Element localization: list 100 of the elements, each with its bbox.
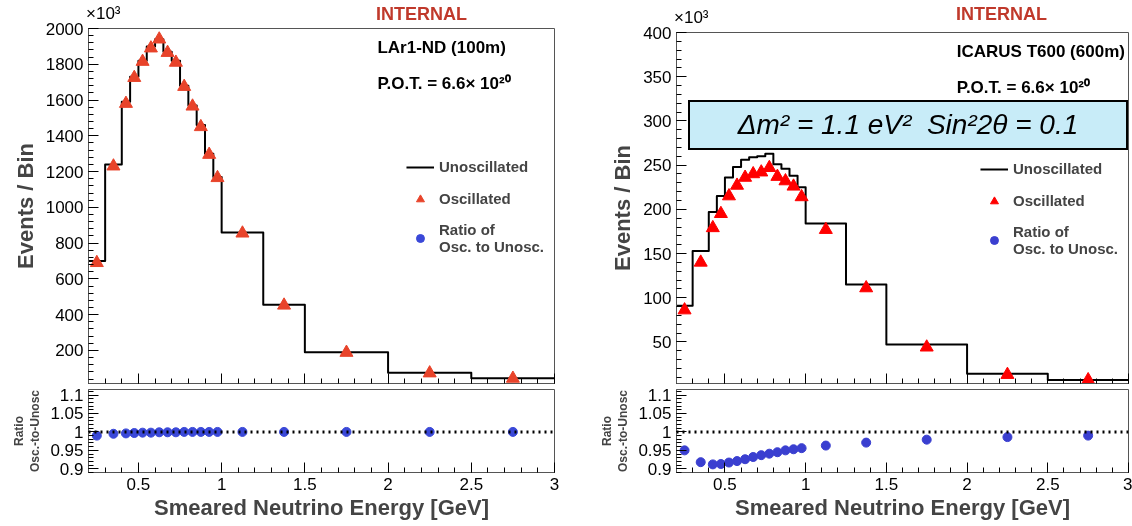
point <box>921 434 932 445</box>
y-tick-label: 800 <box>55 234 84 254</box>
text: INTERNAL <box>376 4 467 25</box>
point <box>152 31 167 44</box>
point <box>127 69 142 82</box>
point <box>788 444 799 455</box>
y-tick-label: 400 <box>55 305 84 325</box>
point <box>794 188 809 202</box>
y-axis-title: Ratio Osc.-to-Unosc <box>11 389 43 472</box>
x-tick-label: 2 <box>383 474 393 494</box>
legend-label: Oscillated <box>1012 192 1085 209</box>
point <box>762 159 777 173</box>
point <box>135 53 150 66</box>
y-tick-label: 150 <box>643 244 672 264</box>
point <box>786 178 801 191</box>
point <box>859 280 874 293</box>
y-tick-label: 1400 <box>45 126 84 146</box>
y-tick-label: 2000 <box>45 19 84 39</box>
x-tick-label: 0.5 <box>126 474 151 494</box>
y-axis-title: Events / Bin <box>12 143 38 269</box>
point <box>193 118 208 132</box>
x-tick-label: 3 <box>549 474 560 494</box>
point <box>210 169 225 183</box>
point <box>422 365 437 378</box>
point <box>118 95 133 108</box>
point <box>106 158 121 171</box>
point <box>235 225 250 238</box>
y-tick-label: 1.05 <box>638 404 672 424</box>
y-tick-label: 0.9 <box>647 459 672 479</box>
y-tick-label: 1 <box>662 422 672 442</box>
annotation: ICARUS T600 (600m) <box>956 41 1125 61</box>
y-tick-label: 200 <box>55 341 84 361</box>
x-tick-label: 1 <box>800 474 811 494</box>
point <box>185 98 200 111</box>
x-tick-label: 0.5 <box>713 474 737 494</box>
point <box>177 78 192 91</box>
point <box>748 452 759 462</box>
y-tick-label: 350 <box>643 67 672 87</box>
y-tick-label: 0.95 <box>50 441 84 461</box>
y-tick-label: 600 <box>55 269 84 289</box>
point <box>143 40 158 53</box>
x-tick-label: 2.5 <box>459 474 484 494</box>
legend-label: Unoscillated <box>1012 160 1103 177</box>
point <box>713 205 728 218</box>
y-tick-label: 250 <box>643 156 672 176</box>
x-tick-label: 1.5 <box>874 474 899 494</box>
point <box>693 254 708 267</box>
annotation: P.O.T. = 6.6× 10²⁰ <box>377 73 511 93</box>
point <box>772 447 783 458</box>
point <box>339 344 354 357</box>
point <box>677 302 692 315</box>
point <box>160 44 175 57</box>
annotation: LAr1-ND (100m) <box>377 37 506 57</box>
point <box>89 254 104 268</box>
point <box>1002 432 1013 443</box>
point <box>740 454 751 465</box>
y-axis-title: Events / Bin <box>610 145 636 271</box>
point <box>715 459 726 470</box>
text: ×10³ <box>674 8 709 28</box>
point <box>764 448 775 459</box>
point <box>505 370 520 383</box>
y-tick-label: 1.1 <box>59 386 84 406</box>
point <box>705 219 720 233</box>
y-tick-label: 50 <box>652 332 672 352</box>
point <box>778 173 793 186</box>
text: INTERNAL <box>956 4 1047 25</box>
point <box>754 164 769 177</box>
point <box>679 445 690 456</box>
point <box>695 457 706 468</box>
y-tick-label: 1000 <box>45 198 84 218</box>
y-tick-label: 0.95 <box>638 441 672 461</box>
point <box>723 457 734 468</box>
point <box>721 188 736 201</box>
point <box>1000 366 1015 379</box>
x-tick-label: 2.5 <box>1035 474 1060 494</box>
x-tick-label: 3 <box>1123 474 1132 494</box>
point <box>919 339 934 352</box>
x-tick-label: 1.5 <box>293 474 317 494</box>
point <box>730 177 745 190</box>
x-tick-label: 1 <box>216 474 227 494</box>
point <box>202 146 217 159</box>
legend-label: Ratio of Osc. to Unosc. <box>1012 222 1118 257</box>
point <box>707 459 718 470</box>
point <box>861 437 872 448</box>
legend-label: Oscillated <box>438 190 511 207</box>
legend-label: Unoscillated <box>438 158 529 175</box>
x-axis-title: Smeared Neutrino Energy [GeV] <box>735 494 1070 520</box>
y-tick-label: 0.9 <box>59 459 84 479</box>
y-tick-label: 100 <box>643 288 672 308</box>
point <box>168 54 183 67</box>
x-tick-label: 2 <box>962 474 972 494</box>
point <box>277 297 292 310</box>
point <box>1083 430 1094 441</box>
y-tick-label: 1 <box>74 422 84 442</box>
y-tick-label: 300 <box>643 111 672 131</box>
point <box>820 440 831 451</box>
legend-label: Ratio of Osc. to Unosc. <box>438 220 544 255</box>
point <box>796 443 807 454</box>
y-tick-label: 1600 <box>45 91 84 111</box>
y-tick-label: 400 <box>643 23 672 43</box>
